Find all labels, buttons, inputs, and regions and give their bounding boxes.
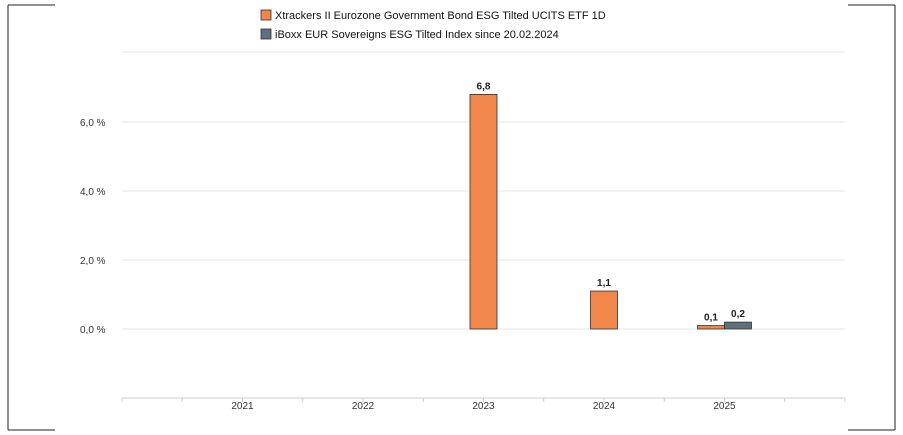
bar-series1-2023 [469,94,498,330]
bar-series1-2025 [697,325,725,330]
x-tick-label: 2024 [593,401,616,412]
legend-label-1: Xtrackers II Eurozone Government Bond ES… [275,10,606,22]
legend-swatch-1 [260,9,272,21]
data-label-series1-2025: 0,1 [704,313,718,324]
y-axis: 0,0 % 2,0 % 4,0 % 6,0 % [80,118,106,336]
y-tick-label: 6,0 % [80,118,106,129]
data-label-series1-2023: 6,8 [477,81,491,92]
legend-swatch-2 [260,28,272,40]
data-label-series1-2024: 1,1 [597,278,611,289]
y-tick-label: 2,0 % [80,256,106,267]
y-tick-label: 4,0 % [80,187,106,198]
x-tick-label: 2023 [472,401,495,412]
x-tick-label: 2022 [352,401,375,412]
legend-label-2: iBoxx EUR Sovereigns ESG Tilted Index si… [275,29,559,41]
x-axis: 2021 2022 2023 2024 2025 [121,397,846,412]
data-labels: 6,8 1,1 0,1 0,2 [477,81,746,323]
x-tick-label: 2025 [713,401,736,412]
legend: Xtrackers II Eurozone Government Bond ES… [260,9,606,41]
bars [469,94,752,330]
bar-series1-2024 [590,290,618,330]
x-tick-label: 2021 [231,401,254,412]
data-label-series2-2025: 0,2 [731,309,745,320]
bar-series2-2025 [724,321,752,330]
y-tick-label: 0,0 % [80,325,106,336]
